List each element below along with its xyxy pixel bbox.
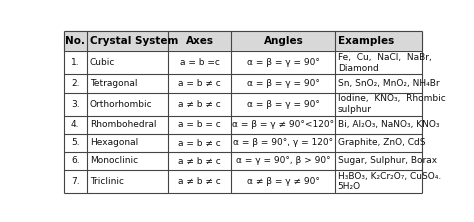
Text: H₃BO₃, K₂Cr₂O₇, CuSO₄.
5H₂O: H₃BO₃, K₂Cr₂O₇, CuSO₄. 5H₂O [337, 172, 441, 191]
Text: Graphite, ZnO, CdS: Graphite, ZnO, CdS [337, 139, 425, 147]
Text: Bi, Al₂O₃, NaNO₃, KNO₃: Bi, Al₂O₃, NaNO₃, KNO₃ [337, 120, 439, 129]
Text: a ≠ b ≠ c: a ≠ b ≠ c [178, 157, 221, 165]
Text: α = β = γ = 90°: α = β = γ = 90° [247, 58, 320, 67]
Text: α = β = γ = 90°: α = β = γ = 90° [247, 79, 320, 88]
Text: 5.: 5. [71, 139, 80, 147]
Text: Rhombohedral: Rhombohedral [90, 120, 156, 129]
Text: Examples: Examples [337, 36, 394, 46]
Text: 7.: 7. [71, 177, 80, 186]
Text: No.: No. [65, 36, 85, 46]
Text: Triclinic: Triclinic [90, 177, 124, 186]
Text: Cubic: Cubic [90, 58, 115, 67]
Text: a ≠ b ≠ c: a ≠ b ≠ c [178, 177, 221, 186]
Text: Monoclinic: Monoclinic [90, 157, 138, 165]
Text: Axes: Axes [185, 36, 214, 46]
Text: Hexagonal: Hexagonal [90, 139, 138, 147]
Text: a = b =c: a = b =c [180, 58, 219, 67]
Text: 2.: 2. [71, 79, 80, 88]
Text: 3.: 3. [71, 100, 80, 109]
Text: Orthorhombic: Orthorhombic [90, 100, 153, 109]
Text: a = b = c: a = b = c [178, 120, 221, 129]
Text: Sugar, Sulphur, Borax: Sugar, Sulphur, Borax [337, 157, 437, 165]
Text: Sn, SnO₂, MnO₂, NH₄Br: Sn, SnO₂, MnO₂, NH₄Br [337, 79, 439, 88]
Text: 1.: 1. [71, 58, 80, 67]
Text: Tetragonal: Tetragonal [90, 79, 137, 88]
Text: α = β = γ ≠ 90°<120°: α = β = γ ≠ 90°<120° [232, 120, 335, 129]
Text: a = b ≠ c: a = b ≠ c [178, 79, 221, 88]
Text: Fe,  Cu,  NaCl,  NaBr,
Diamond: Fe, Cu, NaCl, NaBr, Diamond [337, 53, 431, 73]
Text: a ≠ b ≠ c: a ≠ b ≠ c [178, 100, 221, 109]
Text: α = β = 90°, γ = 120°: α = β = 90°, γ = 120° [233, 139, 334, 147]
Text: 6.: 6. [71, 157, 80, 165]
Text: a = b ≠ c: a = b ≠ c [178, 139, 221, 147]
Text: Crystal System: Crystal System [90, 36, 178, 46]
Text: 4.: 4. [71, 120, 80, 129]
Text: Angles: Angles [264, 36, 303, 46]
Text: α = β = γ = 90°: α = β = γ = 90° [247, 100, 320, 109]
Text: α ≠ β = γ ≠ 90°: α ≠ β = γ ≠ 90° [247, 177, 320, 186]
Text: α = γ = 90°, β > 90°: α = γ = 90°, β > 90° [236, 157, 331, 165]
Text: Iodine,  KNO₃,  Rhombic
sulphur: Iodine, KNO₃, Rhombic sulphur [337, 95, 446, 114]
